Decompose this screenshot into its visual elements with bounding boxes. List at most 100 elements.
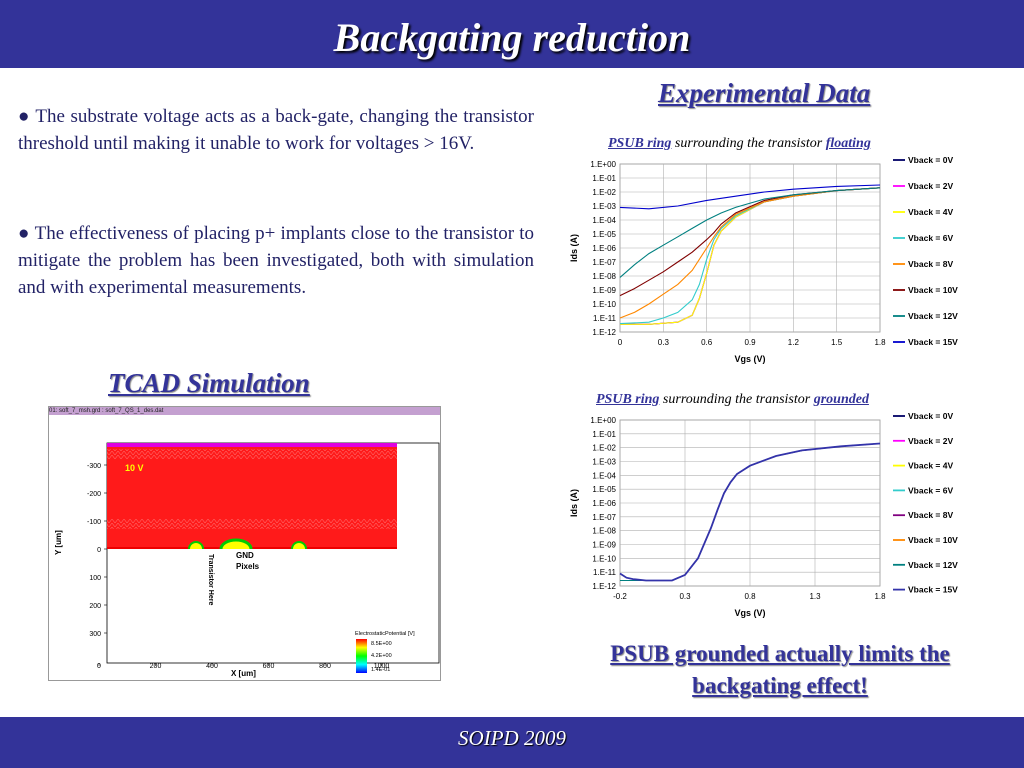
tcad-y-tick-label: 200 [89,603,101,610]
potential-legend-title: ElectrostaticPotential [V] [355,631,415,637]
y-tick-label: 1.E+00 [590,160,616,169]
implant-center [219,538,253,550]
tcad-y-tick-label: 100 [89,575,101,582]
tcad-x-tick-label: 600 [263,663,275,670]
legend-entry: Vback = 12V [908,311,958,321]
y-tick-label: 1.E-02 [592,444,616,453]
legend-entry: Vback = 8V [908,259,953,269]
bullet-dot-icon: ● [18,106,31,127]
tcad-simulation-title: TCAD Simulation [108,368,310,398]
bullet-dot-icon: ● [18,223,30,244]
x-tick-label: 1.5 [831,338,843,347]
tcad-window-titlebar: 01: soft_7_msh.grd : soft_7_QS_1_des.dat [49,407,440,415]
x-axis-label: Vgs (V) [734,608,765,618]
slide-title: Backgating reduction [333,15,691,60]
experimental-data-title: Experimental Data [658,78,871,108]
y-tick-label: 1.E-09 [592,286,616,295]
y-tick-label: 1.E-02 [592,188,616,197]
tcad-y-tick-label: -200 [87,491,101,498]
legend-entry: Vback = 15V [908,337,958,347]
potential-legend-mid: 4.2E+00 [371,653,392,659]
mesh-row-bottom [107,519,397,529]
top-contact-line [107,443,397,447]
x-tick-label: 1.8 [874,592,886,601]
y-tick-label: 1.E-12 [592,582,616,591]
tcad-x-axis-label: X [um] [231,669,256,678]
bullet-paragraph-2: ● The effectiveness of placing p+ implan… [18,220,534,301]
legend-entry: Vback = 4V [908,207,953,217]
potential-legend-min: 1.4E-01 [371,667,390,673]
tcad-y-tick-label: 0 [97,547,101,554]
voltage-label: 10 V [125,463,144,473]
chart-title-floating: floating [825,136,871,151]
y-tick-label: 1.E-05 [592,485,616,494]
tcad-y-tick-label: -100 [87,519,101,526]
conclusion-text: PSUB grounded actually limits the backga… [610,641,950,698]
y-tick-label: 1.E-07 [592,258,616,267]
tcad-x-tick-label: 1000 [374,663,390,670]
y-tick-label: 1.E-09 [592,541,616,550]
legend-entry: Vback = 6V [908,233,953,243]
legend-entry: Vback = 0V [908,155,953,165]
chart-title-grounded: grounded [813,392,869,407]
chart-title-mid: surrounding the transistor [671,136,826,151]
chart-title-psub: PSUB ring [608,136,672,151]
series-line [619,187,881,278]
paragraph-1-text: The substrate voltage acts as a back-gat… [18,106,534,154]
chart-title-mid: surrounding the transistor [659,392,814,407]
series-line [619,187,881,319]
implant-left [188,541,204,550]
y-tick-label: 1.E-04 [592,216,616,225]
gnd-label: GND [236,551,254,560]
legend-entry: Vback = 0V [908,411,953,421]
x-tick-label: -0.2 [613,592,627,601]
y-tick-label: 1.E-12 [592,328,616,337]
x-tick-label: 0 [618,338,623,347]
x-tick-label: 0.3 [658,338,670,347]
chart-title-psub: PSUB ring [596,392,660,407]
slide-footer: SOIPD 2009 [0,717,1024,768]
tcad-plot: 10 V GND Pixels Transistor Here -300 -200… [54,442,440,678]
slide-header: Backgating reduction [0,0,1024,68]
mesh-row-top [107,449,397,459]
legend-entry: Vback = 2V [908,181,953,191]
tcad-y-tick-label: -300 [87,463,101,470]
tcad-x-tick-label: 0 [97,663,101,670]
transistor-here-label: Transistor Here [207,554,214,605]
x-tick-label: 1.3 [809,592,821,601]
y-tick-label: 1.E-10 [592,300,616,309]
y-tick-label: 1.E-05 [592,230,616,239]
y-axis-label: Ids (A) [569,234,579,262]
legend-entry: Vback = 8V [908,510,953,520]
legend-entry: Vback = 12V [908,560,958,570]
series-line [619,184,881,210]
y-tick-label: 1.E-08 [592,272,616,281]
legend-entry: Vback = 10V [908,285,958,295]
y-tick-label: 1.E-11 [593,314,617,323]
tcad-x-ticks: 0 200 400 600 800 1000 [97,663,389,670]
potential-region [107,443,397,549]
x-tick-label: 0.3 [679,592,691,601]
y-axis-label: Ids (A) [569,489,579,517]
implant-right [291,541,307,550]
tcad-y-ticks: -300 -200 -100 0 100 200 300 [87,463,107,638]
chart-floating: 1.E+00 1.E-01 1.E-02 1.E-03 1.E-04 1.E-05 1.E-… [569,155,958,364]
x-tick-label: 1.2 [788,338,800,347]
tcad-x-tick-label: 200 [150,663,162,670]
y-tick-label: 1.E-06 [592,244,616,253]
y-tick-label: 1.E-01 [592,174,616,183]
tcad-x-tick-label: 800 [319,663,331,670]
legend-entry: Vback = 15V [908,585,958,595]
tcad-y-tick-label: 300 [89,631,101,638]
tcad-y-axis-label: Y [um] [54,530,63,555]
y-tick-label: 1.E-03 [592,458,616,467]
y-tick-label: 1.E-01 [592,430,616,439]
x-tick-label: 1.8 [874,338,886,347]
chart-grounded: 1.E+00 1.E-01 1.E-02 1.E-03 1.E-04 1.E-05 1.E-… [569,411,958,618]
pixels-label: Pixels [236,562,260,571]
y-tick-label: 1.E-06 [592,499,616,508]
potential-legend-max: 8.5E+00 [371,641,392,647]
legend-entry: Vback = 2V [908,436,953,446]
y-tick-label: 1.E-08 [592,527,616,536]
tcad-simulation-window: 01: soft_7_msh.grd : soft_7_QS_1_des.dat… [48,406,441,681]
